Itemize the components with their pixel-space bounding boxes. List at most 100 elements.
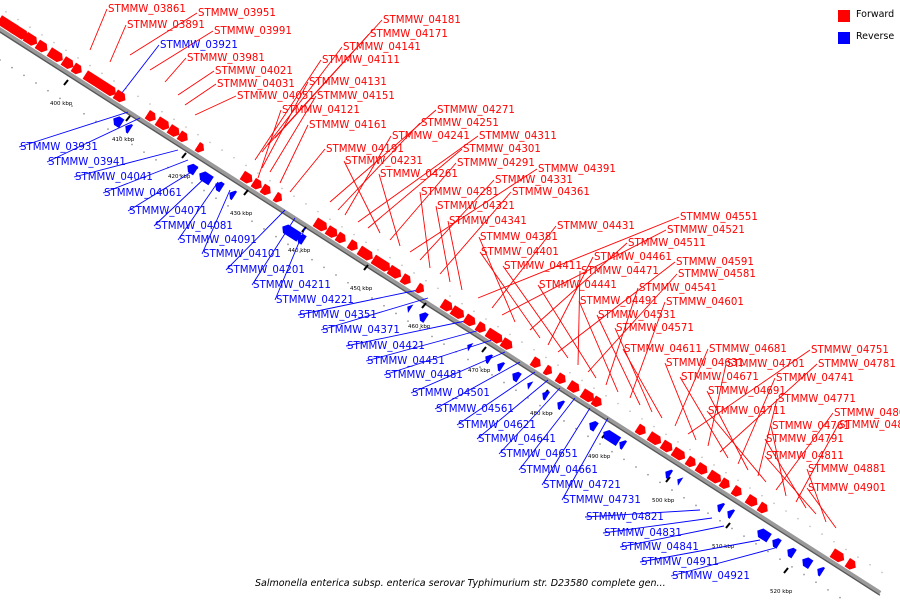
reverse-gene-label[interactable]: STMMW_04091 bbox=[179, 235, 257, 246]
forward-gene-label[interactable]: STMMW_04231 bbox=[345, 156, 423, 167]
reverse-gene-label[interactable]: STMMW_03921 bbox=[160, 40, 238, 51]
forward-gene[interactable] bbox=[34, 39, 50, 55]
forward-gene-label[interactable]: STMMW_04021 bbox=[215, 66, 293, 77]
forward-gene-label[interactable]: STMMW_03991 bbox=[214, 26, 292, 37]
forward-gene-label[interactable]: STMMW_04901 bbox=[808, 483, 886, 494]
forward-gene-label[interactable]: STMMW_04791 bbox=[766, 434, 844, 445]
forward-gene-label[interactable]: STMMW_04271 bbox=[437, 105, 515, 116]
reverse-gene[interactable] bbox=[540, 389, 551, 401]
reverse-gene[interactable] bbox=[617, 438, 628, 450]
forward-gene-label[interactable]: STMMW_04681 bbox=[709, 344, 787, 355]
forward-gene[interactable] bbox=[474, 321, 489, 335]
reverse-gene[interactable] bbox=[770, 536, 782, 549]
reverse-gene[interactable] bbox=[755, 526, 772, 543]
forward-gene[interactable] bbox=[239, 170, 255, 186]
forward-gene-label[interactable]: STMMW_04291 bbox=[457, 158, 535, 169]
reverse-gene-label[interactable]: STMMW_04621 bbox=[458, 420, 536, 431]
forward-gene[interactable] bbox=[449, 305, 467, 321]
forward-gene[interactable] bbox=[718, 477, 733, 491]
reverse-gene[interactable] bbox=[800, 555, 814, 570]
forward-gene-label[interactable]: STMMW_04051 bbox=[237, 91, 315, 102]
forward-gene[interactable] bbox=[312, 217, 330, 234]
forward-gene-label[interactable]: STMMW_04691 bbox=[708, 386, 786, 397]
forward-gene[interactable] bbox=[144, 110, 159, 124]
reverse-gene[interactable] bbox=[213, 180, 225, 193]
reverse-gene-label[interactable]: STMMW_04451 bbox=[367, 356, 445, 367]
reverse-gene[interactable] bbox=[405, 302, 414, 313]
reverse-gene-label[interactable]: STMMW_04651 bbox=[500, 449, 578, 460]
forward-gene-label[interactable]: STMMW_04511 bbox=[628, 238, 706, 249]
forward-gene[interactable] bbox=[706, 469, 724, 486]
forward-gene[interactable] bbox=[414, 282, 427, 296]
reverse-gene-label[interactable]: STMMW_04661 bbox=[520, 465, 598, 476]
forward-gene[interactable] bbox=[462, 313, 478, 329]
forward-gene-label[interactable]: STMMW_04541 bbox=[639, 283, 717, 294]
forward-gene[interactable] bbox=[646, 431, 664, 447]
forward-gene[interactable] bbox=[484, 327, 506, 346]
reverse-gene[interactable] bbox=[417, 310, 429, 323]
reverse-gene-label[interactable]: STMMW_03941 bbox=[48, 157, 126, 168]
forward-gene[interactable] bbox=[659, 439, 675, 455]
reverse-gene[interactable] bbox=[510, 370, 522, 383]
forward-gene-label[interactable]: STMMW_04441 bbox=[539, 280, 617, 291]
forward-gene[interactable] bbox=[46, 47, 66, 64]
forward-gene[interactable] bbox=[94, 78, 119, 98]
forward-gene-label[interactable]: STMMW_04701 bbox=[727, 359, 805, 370]
forward-gene[interactable] bbox=[60, 56, 76, 71]
forward-gene[interactable] bbox=[259, 183, 274, 198]
forward-gene[interactable] bbox=[529, 356, 544, 370]
reverse-gene-label[interactable]: STMMW_04841 bbox=[621, 542, 699, 553]
reverse-gene[interactable] bbox=[815, 565, 826, 577]
forward-gene[interactable] bbox=[499, 337, 515, 352]
forward-gene-label[interactable]: STMMW_04601 bbox=[666, 297, 744, 308]
forward-gene-label[interactable]: STMMW_04801 bbox=[834, 408, 900, 419]
reverse-gene[interactable] bbox=[663, 468, 674, 480]
forward-gene[interactable] bbox=[566, 380, 582, 395]
forward-gene-label[interactable]: STMMW_04761 bbox=[772, 421, 850, 432]
reverse-gene[interactable] bbox=[555, 398, 566, 411]
forward-gene[interactable] bbox=[756, 501, 771, 516]
reverse-gene-label[interactable]: STMMW_04721 bbox=[543, 480, 621, 491]
forward-gene-label[interactable]: STMMW_04031 bbox=[217, 79, 295, 90]
forward-gene-label[interactable]: STMMW_04861 bbox=[839, 420, 900, 431]
reverse-gene[interactable] bbox=[123, 122, 134, 134]
reverse-gene[interactable] bbox=[495, 360, 506, 372]
forward-gene-label[interactable]: STMMW_04881 bbox=[808, 464, 886, 475]
forward-gene-label[interactable]: STMMW_04551 bbox=[680, 212, 758, 223]
forward-gene-label[interactable]: STMMW_04151 bbox=[317, 91, 395, 102]
reverse-gene[interactable] bbox=[111, 114, 125, 129]
forward-gene[interactable] bbox=[9, 23, 31, 42]
forward-gene[interactable] bbox=[356, 245, 376, 263]
forward-gene-label[interactable]: STMMW_04591 bbox=[676, 257, 754, 268]
forward-gene[interactable] bbox=[324, 225, 340, 240]
forward-gene[interactable] bbox=[579, 388, 597, 404]
forward-gene-label[interactable]: STMMW_04811 bbox=[766, 451, 844, 462]
reverse-gene-label[interactable]: STMMW_04421 bbox=[347, 341, 425, 352]
reverse-gene-label[interactable]: STMMW_04221 bbox=[276, 295, 354, 306]
reverse-gene-label[interactable]: STMMW_04201 bbox=[227, 265, 305, 276]
forward-gene-label[interactable]: STMMW_04191 bbox=[326, 144, 404, 155]
reverse-gene-label[interactable]: STMMW_04921 bbox=[672, 571, 750, 582]
forward-gene[interactable] bbox=[439, 298, 455, 314]
forward-gene-label[interactable]: STMMW_04431 bbox=[557, 221, 635, 232]
forward-gene[interactable] bbox=[670, 446, 688, 463]
reverse-gene-label[interactable]: STMMW_04641 bbox=[478, 434, 556, 445]
forward-gene-label[interactable]: STMMW_04781 bbox=[818, 359, 896, 370]
reverse-gene[interactable] bbox=[725, 507, 736, 519]
forward-gene-label[interactable]: STMMW_03951 bbox=[198, 8, 276, 19]
legend-reverse[interactable]: Reverse bbox=[838, 30, 900, 46]
forward-gene[interactable] bbox=[250, 177, 265, 192]
forward-gene-label[interactable]: STMMW_04491 bbox=[580, 296, 658, 307]
forward-gene-label[interactable]: STMMW_03861 bbox=[108, 4, 186, 15]
reverse-gene[interactable] bbox=[525, 379, 534, 390]
forward-gene[interactable] bbox=[370, 254, 393, 274]
forward-gene[interactable] bbox=[590, 395, 605, 409]
forward-gene-label[interactable]: STMMW_04311 bbox=[479, 131, 557, 142]
forward-gene-label[interactable]: STMMW_04381 bbox=[480, 232, 558, 243]
forward-gene[interactable] bbox=[112, 89, 128, 105]
reverse-gene-label[interactable]: STMMW_04351 bbox=[299, 310, 377, 321]
forward-gene[interactable] bbox=[22, 31, 40, 48]
forward-gene-label[interactable]: STMMW_04341 bbox=[449, 216, 527, 227]
forward-gene[interactable] bbox=[272, 191, 285, 205]
forward-gene[interactable] bbox=[730, 485, 745, 499]
